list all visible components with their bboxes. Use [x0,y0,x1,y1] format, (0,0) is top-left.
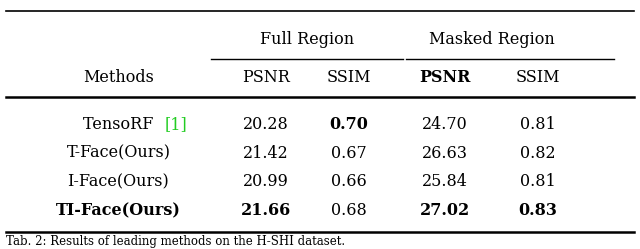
Text: 24.70: 24.70 [422,116,468,133]
Text: 0.70: 0.70 [330,116,368,133]
Text: 0.83: 0.83 [518,202,557,219]
Text: Methods: Methods [83,69,154,86]
Text: TensoRF: TensoRF [83,116,159,133]
Text: 21.66: 21.66 [241,202,291,219]
Text: Masked Region: Masked Region [429,31,554,48]
Text: PSNR: PSNR [242,69,289,86]
Text: TI-Face(Ours): TI-Face(Ours) [56,202,181,219]
Text: SSIM: SSIM [326,69,371,86]
Text: 0.82: 0.82 [520,145,556,162]
Text: 0.66: 0.66 [331,173,367,190]
Text: Full Region: Full Region [260,31,355,48]
Text: 0.81: 0.81 [520,173,556,190]
Text: 0.81: 0.81 [520,116,556,133]
Text: 20.99: 20.99 [243,173,289,190]
Text: 25.84: 25.84 [422,173,468,190]
Text: SSIM: SSIM [515,69,560,86]
Text: I-Face(Ours): I-Face(Ours) [68,173,169,190]
Text: T-Face(Ours): T-Face(Ours) [67,145,170,162]
Text: 0.68: 0.68 [331,202,367,219]
Text: Tab. 2: Results of leading methods on the H-SHI dataset.: Tab. 2: Results of leading methods on th… [6,235,346,248]
Text: 20.28: 20.28 [243,116,289,133]
Text: PSNR: PSNR [419,69,470,86]
Text: 26.63: 26.63 [422,145,468,162]
Text: [1]: [1] [164,116,188,133]
Text: 21.42: 21.42 [243,145,289,162]
Text: 0.67: 0.67 [331,145,367,162]
Text: 27.02: 27.02 [420,202,470,219]
